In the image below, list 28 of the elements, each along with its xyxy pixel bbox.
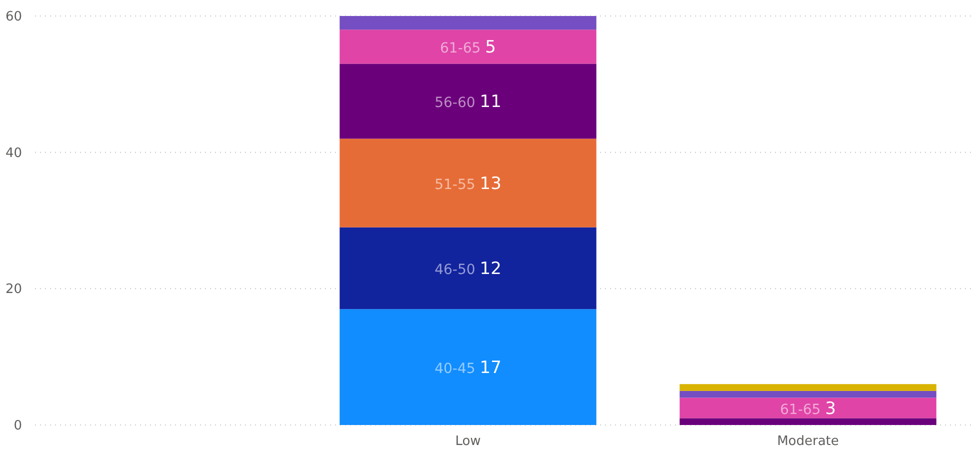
data-label: 13 xyxy=(480,174,502,194)
bar xyxy=(340,30,596,64)
bar xyxy=(340,138,596,228)
y-tick-label: 60 xyxy=(5,10,22,25)
data-label: 5 xyxy=(485,38,496,58)
bar xyxy=(340,64,596,139)
x-tick-label: Moderate xyxy=(777,434,839,449)
data-label: 17 xyxy=(480,358,502,378)
data-label: 3 xyxy=(825,398,836,419)
series-label: 40-45 xyxy=(434,361,480,378)
series-label: 46-50 xyxy=(434,262,480,278)
series-label: 51-55 xyxy=(434,177,480,194)
y-tick-label: 20 xyxy=(5,282,22,298)
series-label: 61-65 xyxy=(780,402,826,418)
bar xyxy=(680,418,936,425)
y-tick-label: 0 xyxy=(14,418,22,434)
x-tick-label: Low xyxy=(455,434,482,449)
bar xyxy=(340,309,596,425)
y-tick-label: 40 xyxy=(5,146,22,161)
bar xyxy=(340,16,596,30)
bar xyxy=(680,384,936,391)
series-label: 56-60 xyxy=(434,95,480,112)
bar xyxy=(680,390,936,398)
bar xyxy=(340,227,596,310)
text: 61-65 xyxy=(440,40,481,57)
data-label: 11 xyxy=(480,92,502,112)
data-label: 12 xyxy=(480,259,502,280)
bar xyxy=(680,398,936,418)
